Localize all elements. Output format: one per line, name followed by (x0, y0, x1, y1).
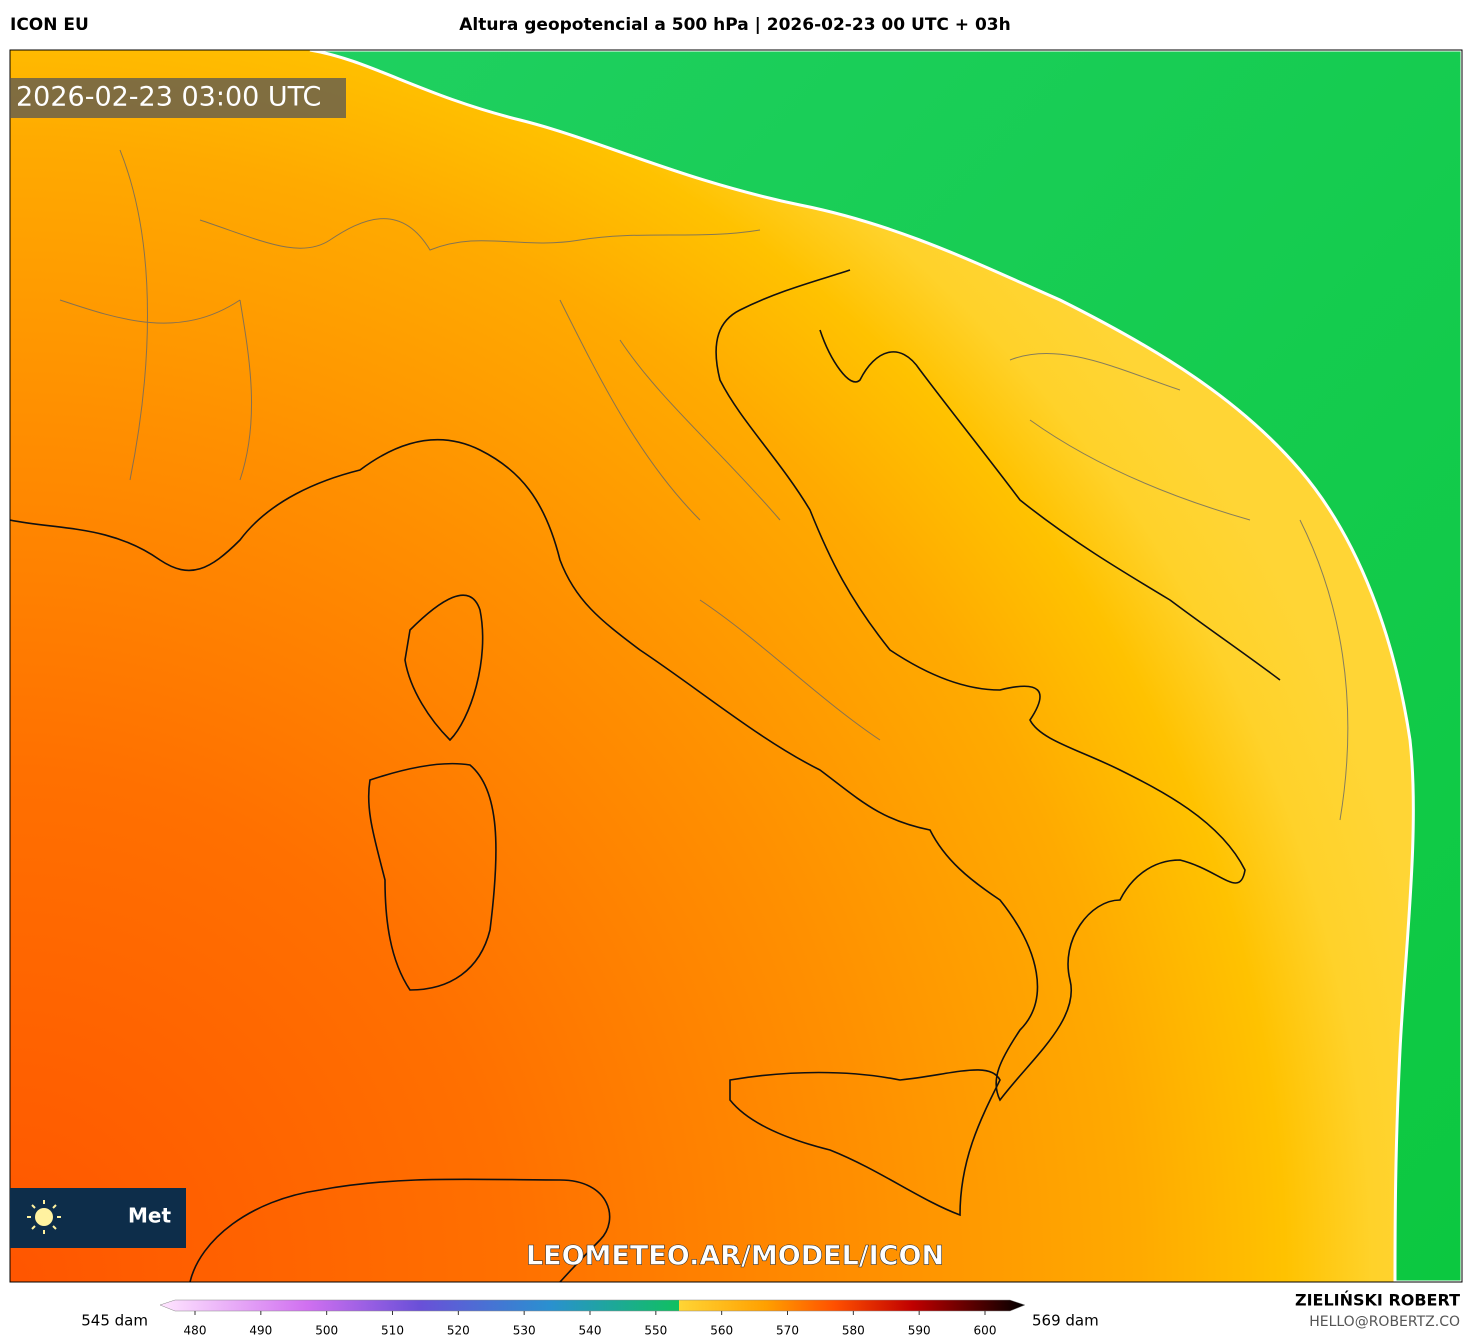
colorbar-tick-label: 540 (579, 1324, 602, 1338)
colorbar (159, 1299, 1026, 1312)
timestamp: 2026-02-23 03:00 UTC (16, 82, 321, 113)
logo-sun (35, 1208, 53, 1226)
coastlines (10, 269, 1281, 1282)
colorbar-tick-label: 580 (842, 1324, 865, 1338)
green-region (309, 50, 1462, 1282)
model-name: ICON EU (10, 15, 89, 35)
colorbar-tick-label: 510 (381, 1324, 404, 1338)
colorbar-tick-label: 500 (315, 1324, 338, 1338)
colorbar-tick-label: 550 (644, 1324, 667, 1338)
colorbar-tick-label: 490 (249, 1324, 272, 1338)
watermark: LEOMETEO.AR/MODEL/ICON (526, 1241, 944, 1272)
email: HELLO@ROBERTZ.CO (1309, 1314, 1460, 1330)
colorbar-tick-label: 480 (184, 1324, 207, 1338)
author: ZIELIŃSKI ROBERT (1295, 1291, 1460, 1310)
logo-text: Met (128, 1204, 171, 1228)
colorbar-max-label: 569 dam (1032, 1312, 1099, 1330)
colorbar-ticks: 480 490 500 510 520 530 540 550 560 570 580 590 600 (184, 1311, 997, 1338)
map-title: Altura geopotencial a 500 hPa | 2026-02-… (459, 15, 1010, 35)
map (10, 50, 1462, 1282)
map-frame (9, 49, 1463, 1283)
colorbar-tick-label: 600 (974, 1324, 997, 1338)
colorbar-min-label: 545 dam (81, 1312, 148, 1330)
colorbar-tick-label: 570 (776, 1324, 799, 1338)
borders (59, 149, 1349, 821)
colorbar-tick-label: 590 (908, 1324, 931, 1338)
colorbar-tick-label: 560 (710, 1324, 733, 1338)
colorbar-tick-label: 520 (447, 1324, 470, 1338)
logo-rays (27, 1200, 61, 1234)
timestamp-box (10, 78, 346, 118)
colorbar-tick-label: 530 (513, 1324, 536, 1338)
